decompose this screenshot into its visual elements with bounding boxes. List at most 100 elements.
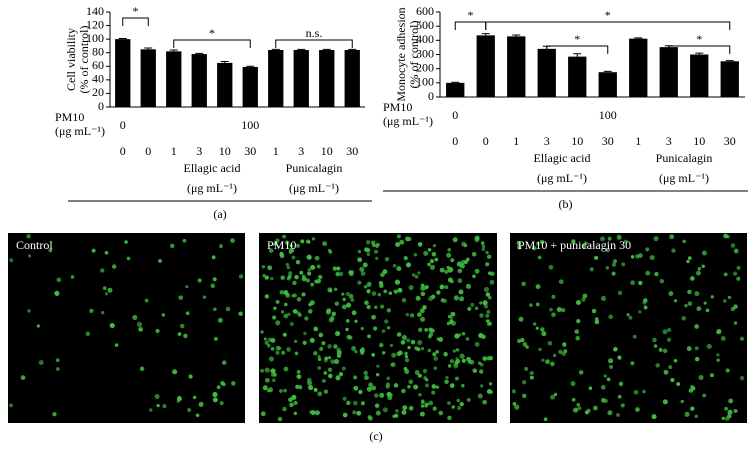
cell-dot <box>420 316 426 322</box>
cell-dot <box>157 258 163 264</box>
cell-dot <box>432 352 437 357</box>
cell-dot <box>335 375 341 381</box>
cell-dot <box>36 324 40 328</box>
cell-dot <box>216 385 221 390</box>
significance: * <box>696 32 702 46</box>
cell-dot <box>694 324 699 329</box>
cell-dot <box>516 240 521 246</box>
cell-dot <box>589 267 594 272</box>
y-tick-label: 140 <box>86 4 104 18</box>
cell-dot <box>694 291 700 297</box>
cell-dot <box>696 306 702 312</box>
bracket <box>485 21 731 30</box>
cell-dot <box>447 314 452 319</box>
cell-dot <box>474 341 480 347</box>
cell-dot <box>418 392 422 397</box>
cell-dot <box>432 406 437 411</box>
cell-dot <box>401 388 406 394</box>
cell-dot <box>443 351 448 357</box>
cell-dot <box>136 321 143 328</box>
cell-dot <box>225 306 231 312</box>
cell-dot <box>107 287 113 293</box>
significance: * <box>133 4 139 18</box>
cell-dot <box>384 319 389 324</box>
cell-dot <box>319 346 324 351</box>
cell-dot <box>481 247 486 252</box>
error-bar <box>220 61 229 63</box>
cell-dot <box>682 239 686 244</box>
cell-dot <box>613 347 618 352</box>
cell-dot <box>411 273 416 277</box>
cell-dot <box>360 327 364 331</box>
cell-dot <box>381 351 386 355</box>
cell-dot <box>541 331 547 337</box>
cell-dot <box>323 389 329 394</box>
cell-dot <box>307 240 311 244</box>
cell-dot <box>212 397 218 403</box>
cell-dot <box>282 234 286 239</box>
cell-dot <box>238 274 244 279</box>
cell-dot <box>267 265 273 271</box>
cell-dot <box>429 259 434 264</box>
cell-dot <box>156 404 160 408</box>
cell-dot <box>686 346 692 352</box>
cell-dot <box>405 358 410 363</box>
cell-dot <box>288 247 295 253</box>
y-axis-label: (% of control) <box>77 26 91 94</box>
cell-dot <box>357 257 363 263</box>
cell-dot <box>104 292 109 296</box>
cell-dot <box>696 270 701 276</box>
cell-dot <box>584 241 588 245</box>
cell-dot <box>302 340 307 345</box>
cell-dot <box>327 367 333 372</box>
y-tick-label: 40 <box>92 72 104 86</box>
cell-dot <box>294 274 299 280</box>
cell-dot <box>144 298 149 303</box>
cell-dot <box>220 380 225 386</box>
cell-dot <box>371 291 377 296</box>
cell-dot <box>56 277 62 283</box>
cell-dot <box>381 329 386 333</box>
cell-dot <box>653 235 659 242</box>
cell-dot <box>397 287 403 293</box>
error-bar <box>603 70 612 73</box>
cell-dot <box>723 233 728 239</box>
cell-dot <box>346 302 352 308</box>
cell-dot <box>89 308 94 313</box>
cell-dot <box>440 298 445 303</box>
y-tick-label: 600 <box>416 4 434 18</box>
cell-dot <box>311 237 316 241</box>
cell-dot <box>543 417 548 422</box>
cell-dot <box>322 241 328 247</box>
cell-dot <box>333 287 338 292</box>
cell-dot <box>283 388 287 393</box>
cell-dot <box>317 274 323 280</box>
cell-dot <box>375 256 379 261</box>
cell-dot <box>474 306 479 311</box>
cell-dot <box>362 262 368 268</box>
cell-dot <box>571 397 576 402</box>
error-bar <box>118 37 127 40</box>
cell-dot <box>684 411 690 417</box>
cell-dot <box>727 295 732 300</box>
cell-dot <box>310 264 316 271</box>
cell-dot <box>482 399 488 405</box>
cell-dot <box>481 241 485 245</box>
cell-dot <box>85 331 91 337</box>
cell-dot <box>538 347 542 352</box>
cell-dot <box>310 410 316 416</box>
cell-dot <box>185 311 190 316</box>
group-label: Punicalagin <box>286 161 343 175</box>
cell-dot <box>341 292 345 296</box>
cell-dot <box>126 256 131 261</box>
group-unit: (μg mL⁻¹) <box>187 181 237 195</box>
y-tick-label: 500 <box>416 18 434 32</box>
cell-dot <box>574 329 580 334</box>
cell-dot <box>420 400 425 405</box>
cell-dot <box>419 411 425 417</box>
cell-dot <box>324 356 328 361</box>
cell-dot <box>558 279 564 285</box>
cell-dot <box>662 399 668 405</box>
cell-dot <box>192 395 197 400</box>
cell-dot <box>219 401 224 406</box>
